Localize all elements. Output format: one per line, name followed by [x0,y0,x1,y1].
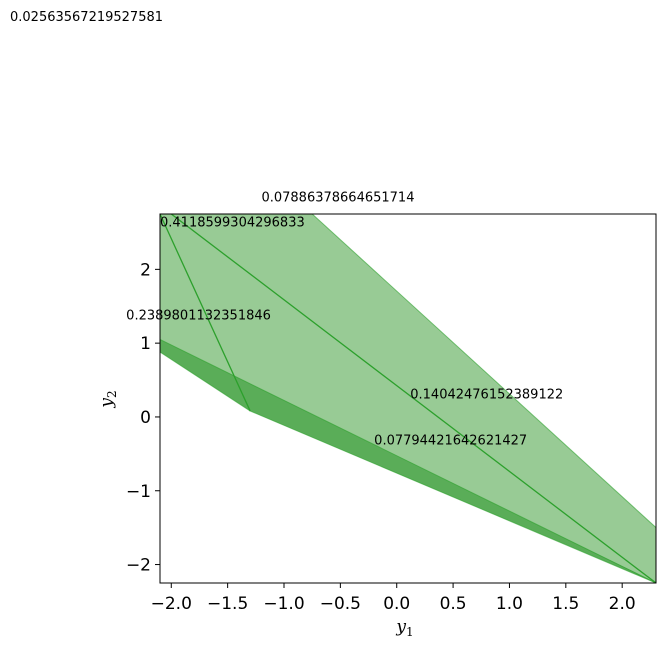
y-tick-label: 1 [140,334,151,354]
x-tick-label: −1.5 [207,594,248,614]
annotation-label: 0.07794421642621427 [374,433,527,448]
y-tick-label: −1 [126,482,151,502]
steep-line [160,214,251,412]
light-region [160,214,656,583]
y-axis-label: y2 [97,390,119,408]
x-tick-label: 0.5 [440,594,467,614]
y-tick-label: 0 [140,408,151,428]
x-tick-label: −2.0 [151,594,192,614]
plot-frame [159,213,657,584]
x-tick-label: 1.0 [496,594,523,614]
y-axis-label-subscript: 2 [105,390,119,398]
annotation-label: 0.07886378664651714 [261,190,414,205]
x-tick-label: −0.5 [320,594,361,614]
x-tick-label: −1.0 [263,594,304,614]
y-tick-label: −2 [126,556,151,576]
annotation-label: 0.2389801132351846 [126,309,271,324]
diagonal-line [170,214,656,583]
annotation-label: 0.02563567219527581 [10,10,163,25]
y-tick-label: 2 [140,260,151,280]
x-tick-label: 0.0 [383,594,410,614]
annotation-label: 0.14042476152389122 [410,388,563,403]
x-axis-label-subscript: 1 [406,625,414,639]
x-tick-label: 2.0 [609,594,636,614]
x-axis-label: y1 [395,617,413,639]
annotation-label: 0.4118599304296833 [160,216,305,231]
x-tick-label: 1.5 [552,594,579,614]
